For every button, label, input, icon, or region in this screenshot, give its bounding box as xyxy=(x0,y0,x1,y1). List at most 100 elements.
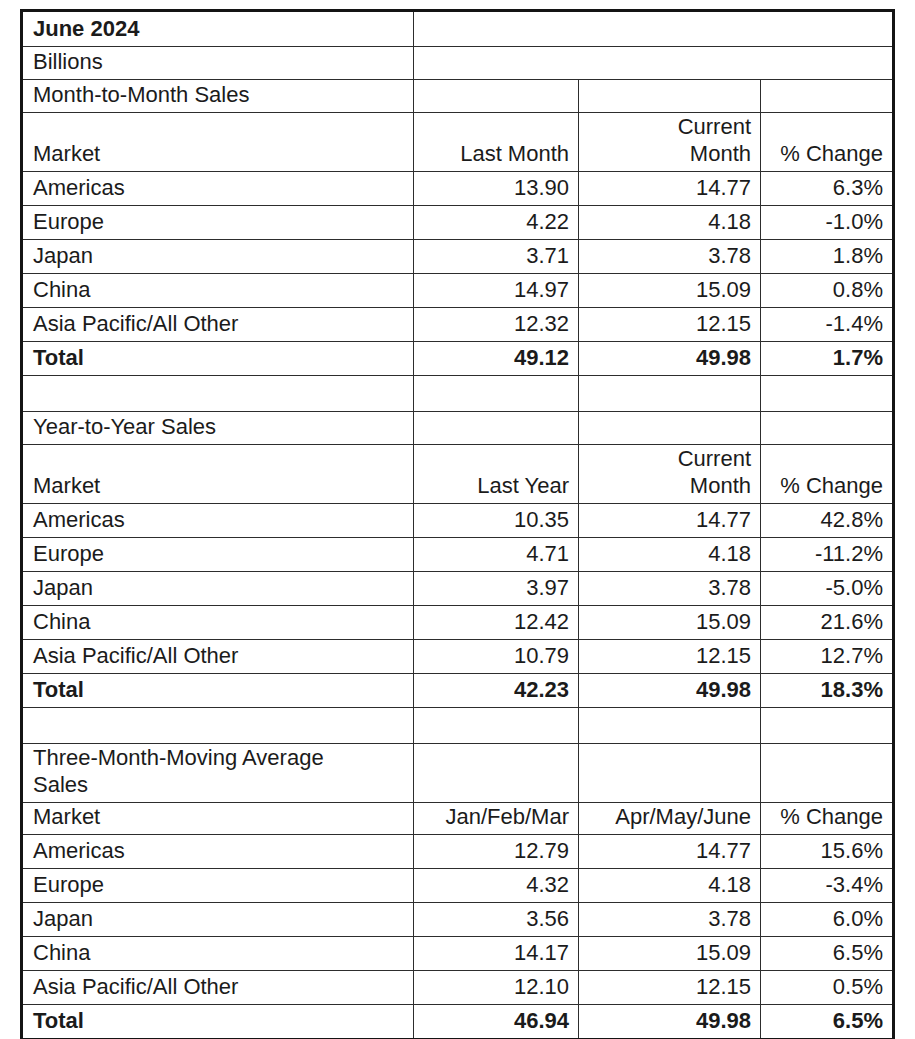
section1-title: Month-to-Month Sales xyxy=(22,80,414,113)
period1-value: 10.35 xyxy=(414,504,579,538)
blank-cell xyxy=(761,412,894,445)
period2-value: 12.15 xyxy=(579,640,761,674)
column-header-period2: Current Month xyxy=(579,445,761,504)
market-cell: Japan xyxy=(22,240,414,274)
market-cell: Americas xyxy=(22,504,414,538)
period2-value: 14.77 xyxy=(579,504,761,538)
column-header-period2: Current Month xyxy=(579,113,761,172)
period2-value: 15.09 xyxy=(579,937,761,971)
row-asia-pacific: Asia Pacific/All Other 10.79 12.15 12.7% xyxy=(22,640,894,674)
row-china: China 12.42 15.09 21.6% xyxy=(22,606,894,640)
period2-value: 15.09 xyxy=(579,606,761,640)
period1-value: 4.22 xyxy=(414,206,579,240)
market-cell: Asia Pacific/All Other xyxy=(22,971,414,1005)
row-china: China 14.17 15.09 6.5% xyxy=(22,937,894,971)
market-cell: Europe xyxy=(22,206,414,240)
total-period1: 46.94 xyxy=(414,1005,579,1039)
column-header-change: % Change xyxy=(761,445,894,504)
units-label: Billions xyxy=(22,47,414,80)
total-change: 18.3% xyxy=(761,674,894,708)
section1-header-row: Market Last Month Current Month % Change xyxy=(22,113,894,172)
row-americas: Americas 12.79 14.77 15.6% xyxy=(22,835,894,869)
blank-cell xyxy=(414,412,579,445)
column-header-market: Market xyxy=(22,803,414,835)
period2-value: 14.77 xyxy=(579,172,761,206)
total-label: Total xyxy=(22,674,414,708)
row-europe: Europe 4.32 4.18 -3.4% xyxy=(22,869,894,903)
section3-title-row: Three-Month-Moving Average Sales xyxy=(22,744,894,803)
total-period2: 49.98 xyxy=(579,1005,761,1039)
report-title-row: June 2024 xyxy=(22,11,894,47)
total-change: 6.5% xyxy=(761,1005,894,1039)
period1-value: 12.79 xyxy=(414,835,579,869)
blank-cell xyxy=(414,376,579,412)
units-row: Billions xyxy=(22,47,894,80)
row-japan: Japan 3.56 3.78 6.0% xyxy=(22,903,894,937)
market-cell: China xyxy=(22,274,414,308)
period2-value: 3.78 xyxy=(579,903,761,937)
section2-title-row: Year-to-Year Sales xyxy=(22,412,894,445)
market-cell: Asia Pacific/All Other xyxy=(22,640,414,674)
row-asia-pacific: Asia Pacific/All Other 12.10 12.15 0.5% xyxy=(22,971,894,1005)
blank-cell xyxy=(761,744,894,803)
blank-cell xyxy=(579,376,761,412)
period1-value: 3.97 xyxy=(414,572,579,606)
column-header-period1: Jan/Feb/Mar xyxy=(414,803,579,835)
column-header-change: % Change xyxy=(761,803,894,835)
period2-value: 12.15 xyxy=(579,971,761,1005)
blank-cell xyxy=(579,744,761,803)
blank-cell xyxy=(579,708,761,744)
total-row: Total 46.94 49.98 6.5% xyxy=(22,1005,894,1039)
period1-value: 3.71 xyxy=(414,240,579,274)
total-row: Total 49.12 49.98 1.7% xyxy=(22,342,894,376)
blank-cell xyxy=(761,376,894,412)
column-header-market: Market xyxy=(22,113,414,172)
section2-header-row: Market Last Year Current Month % Change xyxy=(22,445,894,504)
row-europe: Europe 4.71 4.18 -11.2% xyxy=(22,538,894,572)
row-japan: Japan 3.71 3.78 1.8% xyxy=(22,240,894,274)
change-value: -11.2% xyxy=(761,538,894,572)
period2-value: 3.78 xyxy=(579,572,761,606)
period1-value: 4.71 xyxy=(414,538,579,572)
row-europe: Europe 4.22 4.18 -1.0% xyxy=(22,206,894,240)
blank-cell xyxy=(761,708,894,744)
market-cell: Europe xyxy=(22,538,414,572)
total-label: Total xyxy=(22,342,414,376)
section2-title: Year-to-Year Sales xyxy=(22,412,414,445)
market-cell: Americas xyxy=(22,835,414,869)
total-period1: 49.12 xyxy=(414,342,579,376)
period1-value: 14.17 xyxy=(414,937,579,971)
market-cell: Asia Pacific/All Other xyxy=(22,308,414,342)
units-blank-cell xyxy=(414,47,894,80)
total-label: Total xyxy=(22,1005,414,1039)
period1-value: 12.10 xyxy=(414,971,579,1005)
change-value: 42.8% xyxy=(761,504,894,538)
period1-value: 4.32 xyxy=(414,869,579,903)
period1-value: 13.90 xyxy=(414,172,579,206)
spacer-row xyxy=(22,376,894,412)
period1-value: 12.42 xyxy=(414,606,579,640)
period1-value: 3.56 xyxy=(414,903,579,937)
page: June 2024 Billions Month-to-Month Sales … xyxy=(0,0,915,1039)
row-americas: Americas 10.35 14.77 42.8% xyxy=(22,504,894,538)
period1-value: 14.97 xyxy=(414,274,579,308)
blank-cell xyxy=(761,80,894,113)
section3-title: Three-Month-Moving Average Sales xyxy=(22,744,414,803)
change-value: 6.0% xyxy=(761,903,894,937)
period2-value: 15.09 xyxy=(579,274,761,308)
blank-cell xyxy=(22,708,414,744)
change-value: 21.6% xyxy=(761,606,894,640)
change-value: 1.8% xyxy=(761,240,894,274)
blank-cell xyxy=(414,80,579,113)
total-row: Total 42.23 49.98 18.3% xyxy=(22,674,894,708)
report-title: June 2024 xyxy=(22,11,414,47)
market-cell: Japan xyxy=(22,572,414,606)
total-period2: 49.98 xyxy=(579,674,761,708)
section1-title-row: Month-to-Month Sales xyxy=(22,80,894,113)
total-period2: 49.98 xyxy=(579,342,761,376)
column-header-period1: Last Month xyxy=(414,113,579,172)
period2-value: 14.77 xyxy=(579,835,761,869)
period1-value: 10.79 xyxy=(414,640,579,674)
column-header-period1: Last Year xyxy=(414,445,579,504)
blank-cell xyxy=(579,412,761,445)
